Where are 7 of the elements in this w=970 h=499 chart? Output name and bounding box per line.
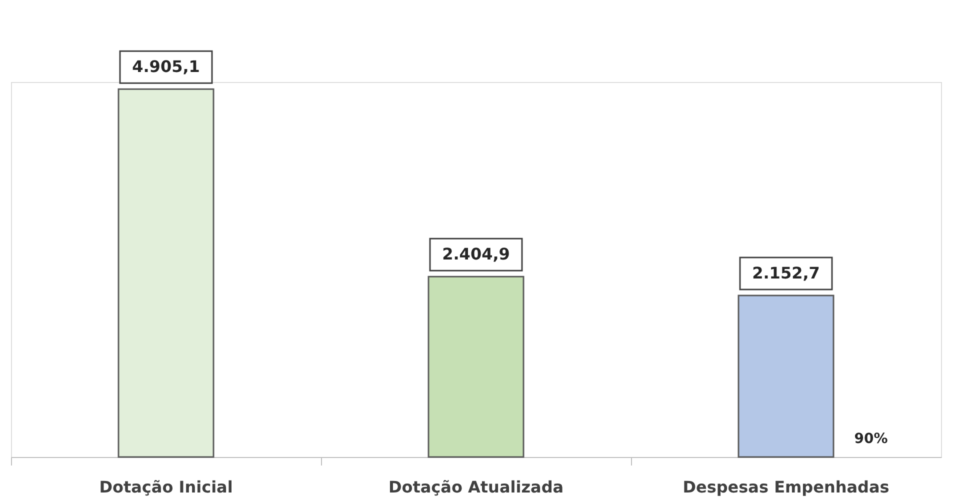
x-tick-label: Dotação Atualizada: [388, 478, 564, 496]
data-label: 2.404,9: [442, 244, 510, 264]
data-label: 2.152,7: [752, 264, 820, 283]
annotation: 90%: [854, 431, 888, 447]
x-tick-label: Dotação Inicial: [99, 478, 233, 496]
x-tick-label: Despesas Empenhadas: [682, 478, 890, 496]
data-label: 4.905,1: [132, 57, 200, 76]
